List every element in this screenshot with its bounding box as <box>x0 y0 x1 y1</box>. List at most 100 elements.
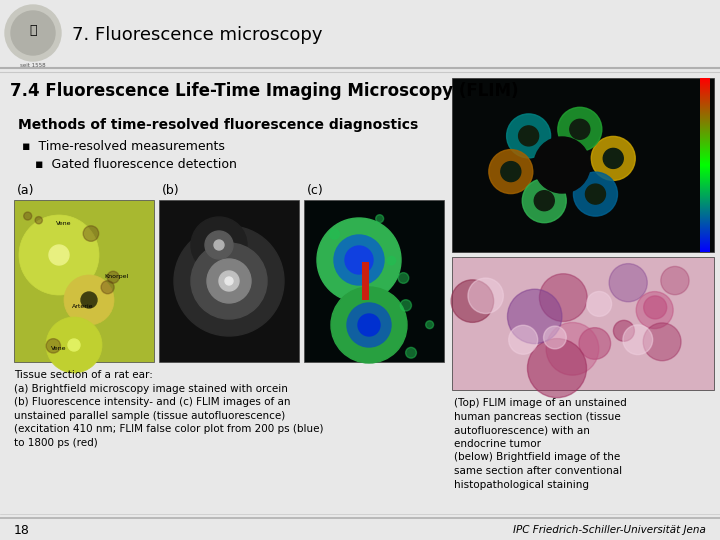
Circle shape <box>643 323 681 361</box>
Bar <box>700 211 710 212</box>
Bar <box>700 153 710 154</box>
Bar <box>700 161 710 162</box>
Bar <box>700 155 710 156</box>
Bar <box>700 94 710 95</box>
Bar <box>700 184 710 185</box>
Circle shape <box>334 235 384 285</box>
Bar <box>700 158 710 159</box>
Text: Vene: Vene <box>56 221 72 226</box>
Bar <box>700 122 710 123</box>
Circle shape <box>225 277 233 285</box>
Bar <box>700 97 710 98</box>
Bar <box>700 150 710 151</box>
Bar <box>700 210 710 211</box>
Bar <box>700 248 710 249</box>
Bar <box>700 198 710 199</box>
Bar <box>700 105 710 106</box>
Bar <box>700 133 710 134</box>
Bar <box>700 132 710 133</box>
Bar <box>700 101 710 102</box>
Bar <box>700 170 710 171</box>
Circle shape <box>609 264 647 302</box>
Bar <box>700 138 710 139</box>
Bar <box>700 130 710 131</box>
Bar <box>700 199 710 200</box>
Bar <box>700 146 710 147</box>
Bar <box>700 104 710 105</box>
Text: (b): (b) <box>162 184 179 197</box>
Bar <box>700 112 710 113</box>
Bar <box>700 178 710 179</box>
Bar <box>700 215 710 216</box>
Bar <box>700 85 710 86</box>
Bar <box>700 174 710 175</box>
Bar <box>700 214 710 215</box>
Bar <box>700 100 710 101</box>
Bar <box>14 200 154 362</box>
Bar <box>700 82 710 83</box>
Bar <box>700 127 710 128</box>
Bar <box>700 243 710 244</box>
Bar <box>700 106 710 107</box>
Bar <box>700 242 710 243</box>
Circle shape <box>5 5 61 61</box>
Circle shape <box>558 107 602 151</box>
Bar <box>700 222 710 223</box>
Circle shape <box>214 240 224 250</box>
Text: 7.4 Fluorescence Life-Time Imaging Microscopy (FLIM): 7.4 Fluorescence Life-Time Imaging Micro… <box>10 82 518 100</box>
Circle shape <box>509 325 538 354</box>
Bar <box>700 193 710 194</box>
Bar <box>700 119 710 120</box>
Bar <box>700 78 710 79</box>
Bar <box>700 240 710 241</box>
Text: Methods of time-resolved fluorescence diagnostics: Methods of time-resolved fluorescence di… <box>18 118 418 132</box>
Text: IPC Friedrich-Schiller-Universität Jena: IPC Friedrich-Schiller-Universität Jena <box>513 525 706 535</box>
Circle shape <box>398 273 409 284</box>
Bar <box>700 159 710 160</box>
Bar <box>700 109 710 110</box>
Circle shape <box>347 303 391 347</box>
Text: Tissue section of a rat ear:
(a) Brightfield microscopy image stained with orcei: Tissue section of a rat ear: (a) Brightf… <box>14 370 323 448</box>
Bar <box>700 98 710 99</box>
Circle shape <box>539 274 588 321</box>
Bar <box>700 201 710 202</box>
Circle shape <box>219 271 239 291</box>
Bar <box>700 154 710 155</box>
Circle shape <box>191 243 267 319</box>
Bar <box>700 188 710 189</box>
Bar <box>700 204 710 205</box>
Bar <box>700 228 710 229</box>
Circle shape <box>661 266 689 295</box>
Bar <box>700 126 710 127</box>
Circle shape <box>387 256 395 265</box>
Bar <box>700 235 710 236</box>
Circle shape <box>376 215 384 222</box>
Bar <box>700 219 710 220</box>
Circle shape <box>400 300 411 311</box>
Bar <box>700 163 710 164</box>
Bar <box>700 167 710 168</box>
Bar <box>700 121 710 122</box>
Circle shape <box>107 271 119 283</box>
Bar <box>700 157 710 158</box>
Bar <box>700 140 710 141</box>
Circle shape <box>24 212 32 220</box>
Bar <box>700 135 710 136</box>
Bar <box>700 173 710 174</box>
Bar <box>700 206 710 207</box>
Bar <box>700 116 710 117</box>
Bar <box>700 169 710 170</box>
Bar <box>700 238 710 239</box>
Bar <box>700 123 710 124</box>
Bar <box>700 168 710 169</box>
Bar <box>700 190 710 191</box>
Circle shape <box>544 326 567 349</box>
Text: Knorpel: Knorpel <box>104 274 128 279</box>
Bar <box>452 257 714 390</box>
Text: 7. Fluorescence microscopy: 7. Fluorescence microscopy <box>72 26 323 44</box>
Bar <box>700 151 710 152</box>
Circle shape <box>405 347 416 358</box>
Bar <box>700 229 710 230</box>
Bar <box>700 212 710 213</box>
Circle shape <box>644 296 667 319</box>
